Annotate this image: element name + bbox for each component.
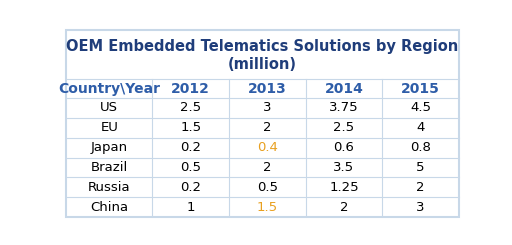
Text: 2.5: 2.5 [180, 101, 201, 114]
Text: Brazil: Brazil [91, 161, 128, 174]
Text: 0.5: 0.5 [180, 161, 201, 174]
Text: 2: 2 [263, 161, 271, 174]
Text: 1.5: 1.5 [257, 201, 278, 214]
Text: 0.8: 0.8 [410, 141, 431, 154]
Text: 0.2: 0.2 [180, 141, 201, 154]
Text: 2: 2 [339, 201, 348, 214]
Text: 0.4: 0.4 [257, 141, 278, 154]
Text: 1.5: 1.5 [180, 121, 201, 134]
Text: China: China [90, 201, 129, 214]
Text: 3.5: 3.5 [333, 161, 354, 174]
Text: 3: 3 [263, 101, 271, 114]
Text: OEM Embedded Telematics Solutions by Region: OEM Embedded Telematics Solutions by Reg… [66, 38, 459, 54]
Text: 1: 1 [186, 201, 195, 214]
Text: 2013: 2013 [248, 82, 287, 96]
Text: 0.2: 0.2 [180, 181, 201, 194]
Text: EU: EU [100, 121, 118, 134]
Text: 4: 4 [416, 121, 424, 134]
Text: US: US [100, 101, 118, 114]
Text: 3: 3 [416, 201, 425, 214]
Text: 0.5: 0.5 [257, 181, 278, 194]
Text: 1.25: 1.25 [329, 181, 359, 194]
Text: Russia: Russia [88, 181, 131, 194]
Text: 2: 2 [416, 181, 425, 194]
Text: 2015: 2015 [401, 82, 440, 96]
Text: (million): (million) [228, 57, 297, 72]
Text: 2014: 2014 [325, 82, 364, 96]
Text: 2.5: 2.5 [333, 121, 354, 134]
Text: 3.75: 3.75 [329, 101, 359, 114]
Text: 2012: 2012 [172, 82, 210, 96]
Text: Country\Year: Country\Year [58, 82, 160, 96]
Text: Japan: Japan [91, 141, 128, 154]
Text: 5: 5 [416, 161, 425, 174]
Text: 2: 2 [263, 121, 271, 134]
Text: 4.5: 4.5 [410, 101, 431, 114]
Text: 0.6: 0.6 [333, 141, 354, 154]
